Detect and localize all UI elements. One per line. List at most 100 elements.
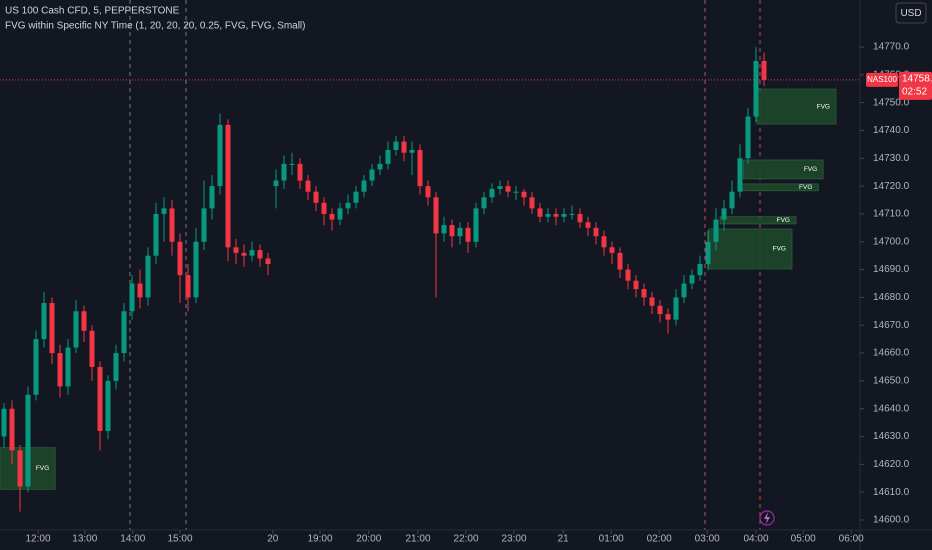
candle-body <box>233 247 239 253</box>
candle-body <box>169 208 175 242</box>
candle-body <box>625 269 631 281</box>
y-tick-label: 14600.0 <box>873 515 910 526</box>
currency-button[interactable] <box>895 2 927 24</box>
x-tick-label: 13:00 <box>72 534 97 545</box>
candle-body <box>393 141 399 150</box>
candle-body <box>217 124 223 187</box>
candle-body <box>89 330 95 367</box>
indicator-title: FVG within Specific NY Time (1, 20, 20, … <box>5 21 305 32</box>
candle-body <box>721 208 727 220</box>
candle-body <box>105 380 111 431</box>
fvg-zone <box>708 228 793 270</box>
candle-body <box>713 219 719 242</box>
x-tick-label: 22:00 <box>453 534 478 545</box>
fvg-zone <box>756 88 837 125</box>
candle-body <box>361 180 367 192</box>
fvg-zone <box>719 216 797 225</box>
x-tick-label: 04:00 <box>743 534 768 545</box>
x-tick-label: 21 <box>558 534 570 545</box>
candle-body <box>329 213 335 220</box>
candle-body <box>441 225 447 234</box>
candle-body <box>513 191 519 193</box>
x-tick-label: 20:00 <box>356 534 381 545</box>
candle-body <box>225 124 231 248</box>
x-tick-label: 05:00 <box>791 534 816 545</box>
candle-body <box>193 241 199 298</box>
candle-body <box>321 202 327 214</box>
candle-body <box>697 264 703 276</box>
candle-body <box>377 163 383 170</box>
currency-label[interactable]: USD <box>900 8 921 19</box>
y-tick-label: 14770.0 <box>873 42 910 53</box>
y-tick-label: 14650.0 <box>873 376 910 387</box>
candle-body <box>257 250 263 259</box>
y-tick-label: 14740.0 <box>873 125 910 136</box>
y-tick-label: 14720.0 <box>873 181 910 192</box>
x-tick-label: 15:00 <box>167 534 192 545</box>
y-tick-label: 14660.0 <box>873 348 910 359</box>
candle-body <box>273 180 279 187</box>
candle-body <box>617 252 623 270</box>
x-tick-label: 20 <box>267 534 279 545</box>
candle-body <box>249 250 255 256</box>
candle-body <box>689 275 695 284</box>
x-tick-label: 01:00 <box>599 534 624 545</box>
candle-body <box>409 149 415 153</box>
y-tick-label: 14610.0 <box>873 487 910 498</box>
candle-body <box>65 347 71 387</box>
candle-body <box>481 197 487 209</box>
candle-body <box>449 225 455 237</box>
candle-body <box>705 241 711 265</box>
candle-body <box>425 186 431 198</box>
candle-body <box>553 213 559 217</box>
candle-body <box>665 314 671 320</box>
x-tick-label: 14:00 <box>120 534 145 545</box>
candle-body <box>297 163 303 181</box>
candle-body <box>577 213 583 223</box>
candle-body <box>9 408 15 451</box>
fvg-label: FVG <box>804 166 817 173</box>
candle-body <box>313 191 319 203</box>
candle-body <box>585 222 591 228</box>
candle-body <box>57 353 63 387</box>
candle-body <box>561 213 567 217</box>
candle-body <box>209 186 215 209</box>
candle-body <box>537 208 543 217</box>
y-tick-label: 14690.0 <box>873 264 910 275</box>
candle-body <box>745 116 751 159</box>
symbol-title: US 100 Cash CFD, 5, PEPPERSTONE <box>5 6 180 17</box>
candle-body <box>345 202 351 209</box>
fvg-label: FVG <box>773 246 786 253</box>
candle-body <box>73 311 79 348</box>
candle-body <box>1 408 7 437</box>
event-bolt <box>764 512 770 524</box>
candle-body <box>137 283 143 298</box>
y-tick-label: 14750.0 <box>873 97 910 108</box>
candle-body <box>473 208 479 242</box>
candle-body <box>593 227 599 237</box>
candle-body <box>97 366 103 431</box>
candle-body <box>457 227 463 237</box>
candle-body <box>521 191 527 198</box>
x-tick-label: 06:00 <box>839 534 864 545</box>
candle-body <box>729 191 735 209</box>
fvg-label: FVG <box>777 217 790 224</box>
candle-body <box>369 169 375 181</box>
x-tick-label: 02:00 <box>647 534 672 545</box>
candle-body <box>401 141 407 153</box>
y-tick-label: 14710.0 <box>873 209 910 220</box>
x-tick-label: 21:00 <box>405 534 430 545</box>
candle-body <box>417 149 423 187</box>
candle-body <box>305 180 311 192</box>
candle-body <box>337 208 343 220</box>
candle-body <box>81 311 87 331</box>
candle-body <box>657 305 663 315</box>
candle-body <box>201 208 207 242</box>
candle-body <box>465 227 471 242</box>
candle-body <box>113 353 119 381</box>
event-icon[interactable] <box>759 510 775 526</box>
x-tick-label: 03:00 <box>695 534 720 545</box>
candle-body <box>649 297 655 306</box>
